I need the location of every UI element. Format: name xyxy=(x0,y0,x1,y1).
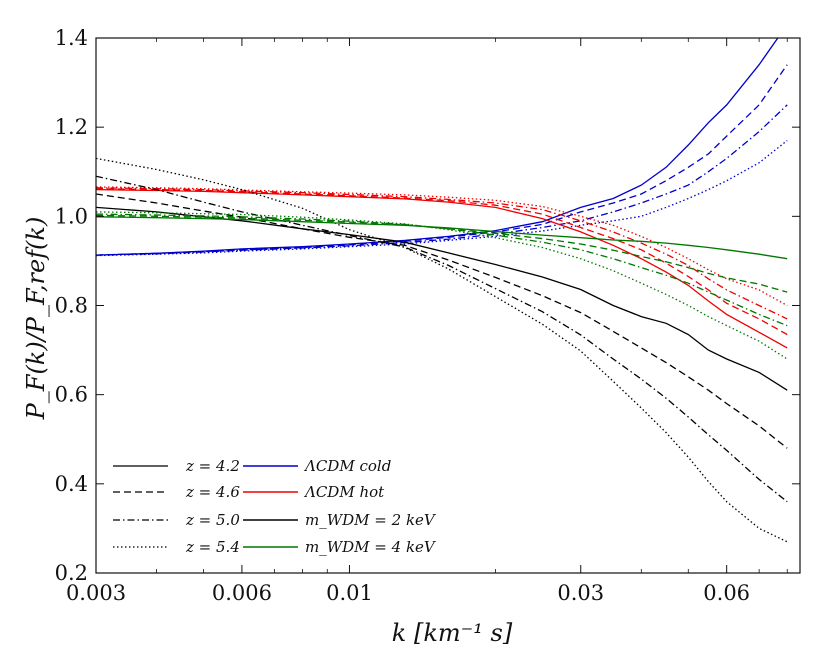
series-line xyxy=(96,193,788,449)
legend-model-label: ΛCDM cold xyxy=(303,457,391,475)
axis-labels: k [km⁻¹ s] P_F(k)/P_F,ref(k) xyxy=(22,217,513,647)
legend-redshift-label: z = 4.6 xyxy=(185,483,240,501)
series-line xyxy=(96,187,788,320)
y-tick-label: 1.4 xyxy=(55,26,88,50)
legend: z = 4.2 z = 4.6 z = 5.0 z = 5.4 ΛCDM cold ΛCD… xyxy=(113,457,437,556)
x-axis-label: k [km⁻¹ s] xyxy=(392,619,513,647)
x-tick-label: 0.01 xyxy=(326,581,373,605)
series-line xyxy=(96,64,788,256)
series-line xyxy=(96,213,788,327)
y-tick-label: 0.4 xyxy=(55,472,88,496)
legend-model-label: m_WDM = 4 keV xyxy=(305,538,437,556)
legend-model-label: m_WDM = 2 keV xyxy=(305,511,437,529)
y-tick-label: 0.8 xyxy=(55,294,88,318)
y-tick-label: 0.6 xyxy=(55,383,88,407)
series-line xyxy=(96,175,788,503)
x-tick-label: 0.06 xyxy=(703,581,750,605)
series-line xyxy=(96,188,788,349)
y-tick-label: 1.2 xyxy=(55,115,88,139)
series-line xyxy=(96,186,788,307)
y-tick-label: 0.2 xyxy=(55,561,88,585)
series-line xyxy=(96,38,779,256)
series-lines xyxy=(96,38,788,543)
series-line xyxy=(96,206,788,391)
y-axis-label: P_F(k)/P_F,ref(k) xyxy=(22,217,50,421)
series-line xyxy=(96,157,788,543)
x-tick-label: 0.006 xyxy=(212,581,272,605)
series-line xyxy=(96,216,788,260)
x-tick-label: 0.003 xyxy=(66,581,126,605)
y-tick-label: 1.0 xyxy=(55,204,88,228)
legend-redshift-label: z = 5.4 xyxy=(185,538,240,556)
series-line xyxy=(96,211,788,360)
series-line xyxy=(96,104,788,256)
axis-ticks: 0.003 0.006 0.01 0.03 0.06 0.2 0.4 0.6 0.8 1.0 1.2… xyxy=(55,26,800,605)
series-line xyxy=(96,214,788,293)
legend-redshift-label: z = 4.2 xyxy=(185,457,240,475)
series-line xyxy=(96,188,788,336)
x-tick-label: 0.03 xyxy=(557,581,604,605)
legend-redshift-label: z = 5.0 xyxy=(185,511,240,529)
legend-model-label: ΛCDM hot xyxy=(303,483,385,501)
